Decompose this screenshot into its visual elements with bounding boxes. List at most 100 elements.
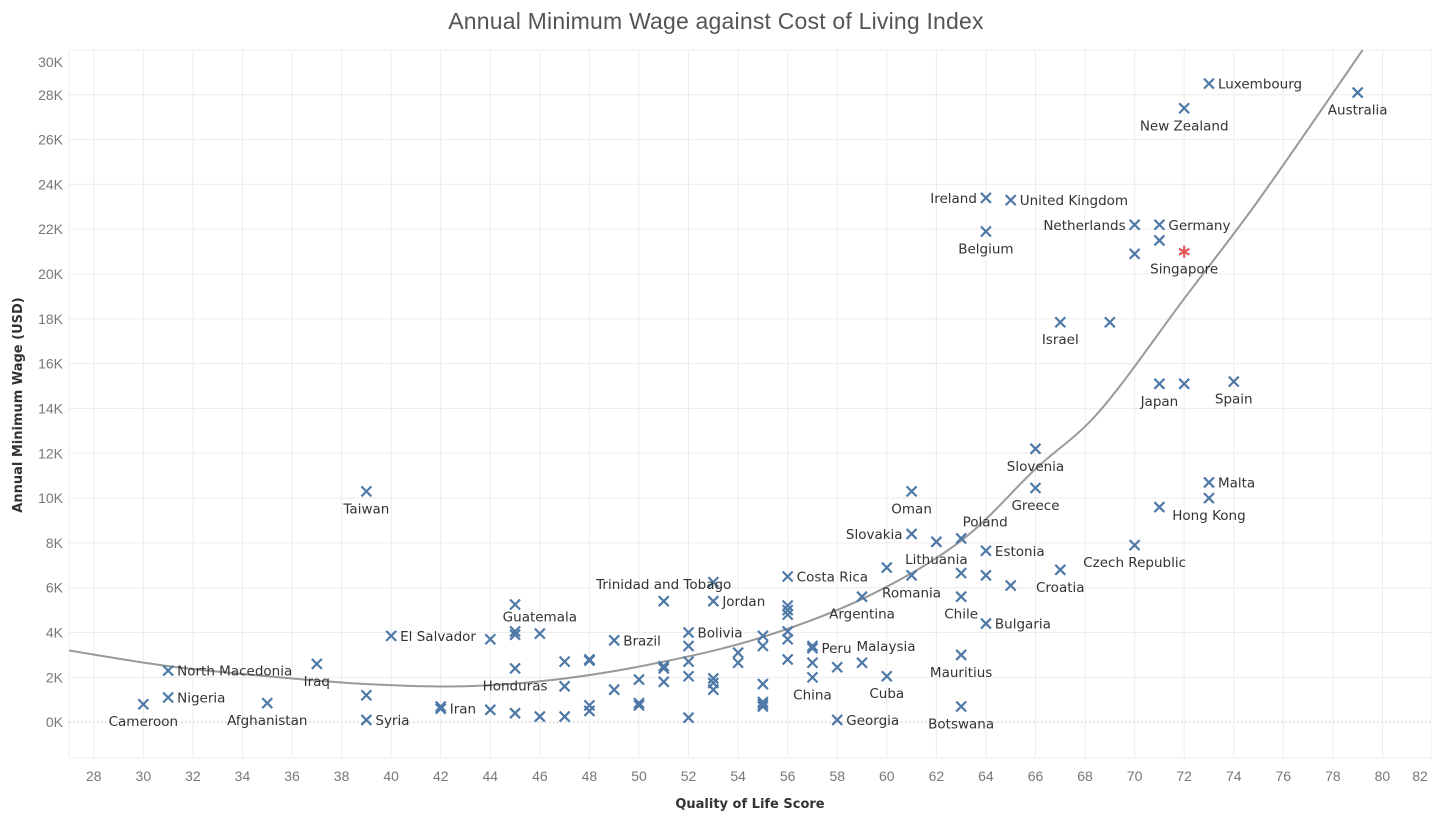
data-point[interactable]: [633, 699, 645, 712]
data-point[interactable]: [781, 599, 794, 612]
data-point[interactable]: [806, 642, 819, 654]
data-point[interactable]: [608, 683, 620, 696]
data-point[interactable]: [633, 697, 645, 709]
data-point[interactable]: [162, 691, 174, 704]
data-point[interactable]: [1153, 234, 1166, 247]
data-point[interactable]: [980, 192, 992, 204]
data-point[interactable]: [930, 536, 943, 548]
data-point[interactable]: [1054, 564, 1067, 576]
data-point[interactable]: [434, 702, 447, 715]
data-point[interactable]: [534, 627, 546, 640]
data-point[interactable]: [781, 604, 794, 616]
data-point[interactable]: [905, 569, 918, 582]
data-point[interactable]: [980, 569, 992, 582]
data-point[interactable]: [311, 658, 323, 670]
data-point[interactable]: [980, 544, 992, 557]
highlight-point[interactable]: [1178, 245, 1190, 258]
data-point[interactable]: [881, 561, 893, 574]
data-point[interactable]: [1104, 316, 1116, 328]
data-point[interactable]: [1227, 375, 1240, 388]
data-point[interactable]: [657, 676, 670, 688]
data-point[interactable]: [757, 640, 769, 652]
data-point[interactable]: [1203, 476, 1215, 489]
data-point[interactable]: [509, 707, 521, 719]
data-point[interactable]: [509, 662, 521, 675]
data-point[interactable]: [360, 689, 373, 702]
data-point[interactable]: [558, 655, 571, 668]
data-point[interactable]: [781, 653, 794, 666]
data-point[interactable]: [1004, 194, 1017, 206]
data-point[interactable]: [831, 714, 844, 726]
data-point[interactable]: [1178, 102, 1190, 115]
data-point[interactable]: [583, 654, 596, 667]
data-point[interactable]: [757, 696, 769, 708]
data-point[interactable]: [905, 485, 918, 498]
data-point[interactable]: [732, 646, 744, 659]
data-point[interactable]: [583, 705, 596, 717]
data-point[interactable]: [707, 595, 720, 607]
data-point[interactable]: [707, 683, 720, 696]
data-point[interactable]: [657, 662, 670, 675]
data-point[interactable]: [657, 595, 670, 607]
data-point[interactable]: [682, 655, 695, 668]
data-point[interactable]: [509, 598, 521, 611]
data-point[interactable]: [1203, 77, 1215, 90]
data-point[interactable]: [360, 714, 373, 726]
data-point[interactable]: [1128, 248, 1141, 260]
data-point[interactable]: [955, 700, 967, 713]
data-point[interactable]: [682, 670, 695, 682]
data-point[interactable]: [558, 710, 571, 723]
data-point[interactable]: [707, 576, 720, 588]
data-point[interactable]: [1128, 218, 1141, 231]
data-point[interactable]: [980, 617, 992, 630]
data-point[interactable]: [509, 628, 521, 641]
data-point[interactable]: [682, 626, 695, 639]
data-point[interactable]: [781, 608, 794, 621]
data-point[interactable]: [955, 590, 967, 603]
data-point[interactable]: [757, 630, 769, 642]
data-point[interactable]: [1004, 579, 1017, 592]
data-point[interactable]: [955, 567, 967, 579]
data-point[interactable]: [558, 680, 571, 693]
data-point[interactable]: [881, 670, 893, 682]
data-point[interactable]: [980, 225, 992, 238]
data-point[interactable]: [162, 664, 174, 677]
data-point[interactable]: [360, 485, 373, 498]
data-point[interactable]: [1128, 539, 1141, 551]
data-point[interactable]: [509, 625, 521, 638]
data-point[interactable]: [261, 697, 274, 709]
data-point[interactable]: [633, 673, 645, 686]
data-point[interactable]: [534, 710, 546, 723]
data-point[interactable]: [732, 657, 744, 669]
data-point[interactable]: [781, 570, 794, 583]
data-point[interactable]: [1178, 378, 1190, 390]
data-point[interactable]: [1054, 316, 1067, 328]
data-point[interactable]: [905, 528, 918, 540]
data-point[interactable]: [1153, 378, 1166, 390]
data-point[interactable]: [856, 657, 868, 669]
data-point[interactable]: [1029, 443, 1042, 455]
data-point[interactable]: [955, 532, 967, 545]
data-point[interactable]: [434, 700, 447, 713]
data-point[interactable]: [781, 633, 794, 646]
data-point[interactable]: [608, 634, 620, 647]
data-point[interactable]: [1203, 492, 1215, 504]
data-point[interactable]: [707, 672, 720, 685]
data-point[interactable]: [856, 590, 868, 603]
data-point[interactable]: [1153, 218, 1166, 231]
data-point[interactable]: [682, 640, 695, 652]
data-point[interactable]: [757, 698, 769, 711]
data-point[interactable]: [657, 660, 670, 672]
data-point[interactable]: [484, 633, 497, 646]
data-point[interactable]: [1029, 482, 1042, 494]
data-point[interactable]: [137, 698, 150, 711]
data-point[interactable]: [955, 649, 967, 661]
data-point[interactable]: [1351, 86, 1364, 99]
data-point[interactable]: [757, 700, 769, 713]
data-point[interactable]: [831, 661, 844, 674]
data-point[interactable]: [484, 704, 497, 716]
data-point[interactable]: [806, 640, 819, 652]
data-point[interactable]: [1153, 501, 1166, 513]
data-point[interactable]: [806, 657, 819, 669]
data-point[interactable]: [806, 671, 819, 684]
